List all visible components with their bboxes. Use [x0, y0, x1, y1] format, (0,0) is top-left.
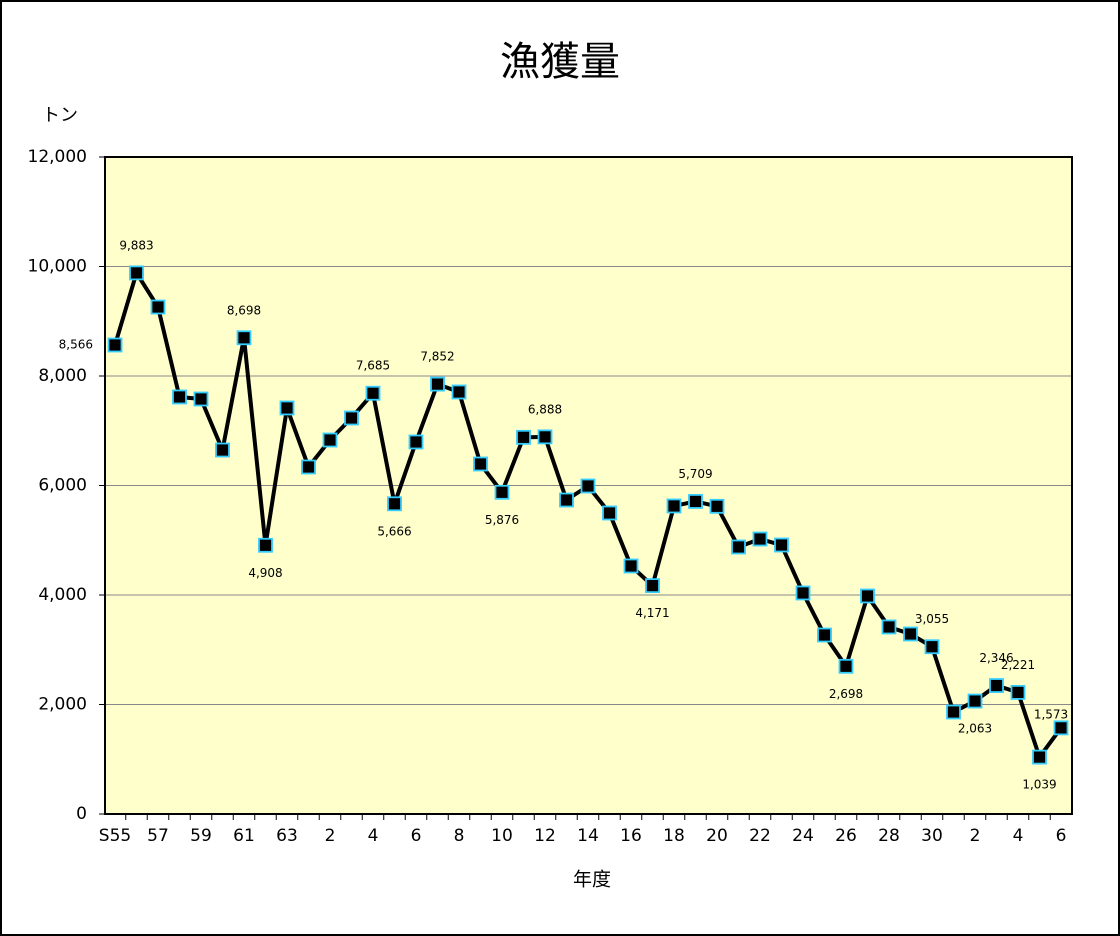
data-point: [838, 658, 854, 674]
data-label: 7,852: [420, 350, 454, 364]
data-point: [946, 704, 961, 720]
data-point: [688, 494, 703, 509]
y-tick-label: 10,000: [28, 257, 87, 277]
data-point: [1010, 685, 1026, 700]
x-tick-label: 22: [749, 826, 771, 846]
data-point: [1032, 749, 1047, 765]
x-tick-label: 18: [663, 826, 685, 846]
data-point: [1053, 720, 1069, 736]
data-point: [645, 578, 660, 594]
x-tick-label: 24: [792, 826, 814, 846]
data-point: [258, 537, 273, 553]
data-point: [494, 484, 510, 500]
data-point: [516, 429, 531, 445]
data-label: 2,221: [1001, 658, 1035, 672]
x-tick-label: 12: [534, 826, 556, 846]
data-label: 2,698: [829, 687, 863, 701]
x-tick-label: 8: [454, 826, 465, 846]
x-tick-label: 4: [368, 826, 379, 846]
y-tick-label: 0: [76, 804, 87, 824]
data-point: [322, 432, 338, 448]
x-axis-label: 年度: [573, 869, 611, 891]
y-tick-label: 4,000: [38, 585, 87, 605]
x-tick-label: 20: [706, 826, 728, 846]
data-label: 8,566: [59, 338, 93, 352]
data-label: 8,698: [227, 303, 261, 317]
data-point: [172, 389, 187, 405]
data-point: [817, 627, 832, 643]
data-point: [860, 588, 875, 604]
x-tick-label: 14: [577, 826, 599, 846]
data-label: 1,039: [1022, 778, 1056, 792]
data-point: [451, 384, 467, 400]
y-tick-label: 12,000: [28, 147, 87, 167]
y-tick-label: 8,000: [38, 366, 87, 386]
data-point: [301, 459, 316, 475]
data-point: [473, 456, 488, 472]
data-point: [236, 330, 252, 346]
x-tick-label: 6: [411, 826, 422, 846]
data-label: 6,888: [528, 402, 562, 416]
data-label: 1,573: [1034, 707, 1068, 721]
data-point: [903, 626, 918, 642]
chart-title: 漁獲量: [500, 39, 620, 85]
plot-border: [104, 156, 1073, 815]
data-point: [193, 391, 209, 407]
data-point: [666, 498, 682, 514]
x-tick-label: 59: [190, 826, 212, 846]
data-point: [344, 410, 359, 426]
data-point: [559, 492, 574, 508]
data-label: 3,055: [915, 612, 949, 626]
x-tick-label: 16: [620, 826, 642, 846]
data-point: [279, 400, 295, 416]
data-point: [408, 434, 424, 450]
data-point: [924, 639, 940, 655]
data-point: [602, 505, 617, 521]
x-tick-label: 2: [970, 826, 981, 846]
data-label: 7,685: [356, 359, 390, 373]
y-axis-label: トン: [42, 105, 78, 126]
x-tick-label: S55: [99, 826, 131, 846]
data-point: [215, 442, 230, 458]
y-tick-label: 6,000: [38, 476, 87, 496]
data-label: 9,883: [119, 238, 153, 252]
x-tick-label: 4: [1013, 826, 1024, 846]
x-tick-label: 6: [1056, 826, 1067, 846]
x-tick-label: 61: [233, 826, 255, 846]
data-point: [752, 531, 768, 547]
data-label: 2,063: [958, 722, 992, 736]
x-tick-label: 26: [835, 826, 857, 846]
data-point: [774, 537, 789, 553]
y-tick-label: 2,000: [38, 695, 87, 715]
data-point: [623, 558, 639, 574]
data-label: 5,876: [485, 513, 519, 527]
data-label: 4,908: [248, 566, 282, 580]
data-point: [365, 385, 381, 401]
x-tick-label: 30: [921, 826, 943, 846]
data-point: [107, 337, 123, 353]
data-label: 2,346: [979, 651, 1013, 665]
x-tick-label: 57: [147, 826, 169, 846]
data-point: [989, 678, 1004, 693]
data-point: [430, 376, 445, 392]
data-point: [709, 498, 725, 514]
data-point: [387, 496, 402, 512]
data-label: 5,709: [678, 467, 712, 481]
data-point: [580, 478, 596, 494]
data-label: 5,666: [377, 524, 411, 538]
data-point: [150, 299, 166, 315]
data-point: [129, 265, 144, 281]
data-label: 4,171: [635, 606, 669, 620]
x-tick-label: 2: [325, 826, 336, 846]
x-tick-label: 28: [878, 826, 900, 846]
data-point: [537, 429, 553, 445]
data-point: [967, 693, 983, 709]
data-point: [795, 585, 811, 601]
data-point: [881, 619, 897, 635]
x-tick-label: 63: [276, 826, 298, 846]
data-point: [731, 539, 746, 555]
x-tick-label: 10: [491, 826, 513, 846]
